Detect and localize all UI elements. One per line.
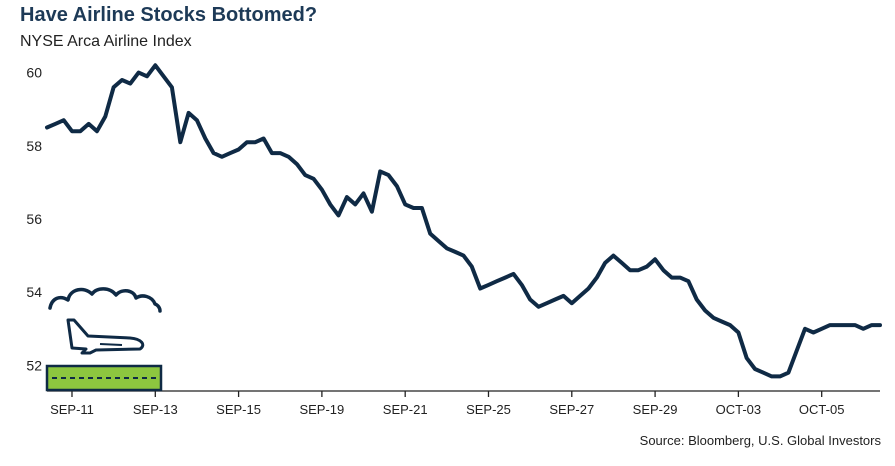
airplane-icon bbox=[66, 318, 145, 355]
x-tick-label: SEP-15 bbox=[216, 402, 261, 417]
y-tick-label: 58 bbox=[26, 138, 42, 154]
x-tick-label: SEP-19 bbox=[299, 402, 344, 417]
x-tick-label: OCT-03 bbox=[716, 402, 762, 417]
x-tick-label: SEP-11 bbox=[50, 402, 94, 417]
x-tick-label: SEP-25 bbox=[466, 402, 511, 417]
series-line bbox=[45, 63, 882, 379]
y-tick-label: 60 bbox=[26, 65, 42, 81]
x-tick-label: OCT-05 bbox=[799, 402, 845, 417]
y-tick-label: 56 bbox=[26, 211, 42, 227]
cloud-icon bbox=[48, 287, 162, 313]
x-axis: SEP-11 SEP-13 SEP-15 SEP-19 SEP-21 SEP-25 SEP-… bbox=[50, 391, 844, 417]
chart-subtitle: NYSE Arca Airline Index bbox=[20, 33, 192, 50]
y-axis: 52 54 56 58 60 bbox=[26, 65, 42, 374]
y-tick-label: 54 bbox=[26, 284, 42, 300]
x-tick-label: SEP-29 bbox=[633, 402, 678, 417]
x-tick-label: SEP-27 bbox=[549, 402, 594, 417]
chart-title: Have Airline Stocks Bottomed? bbox=[20, 4, 318, 26]
source-note: Source: Bloomberg, U.S. Global Investors bbox=[639, 433, 881, 448]
x-tick-label: SEP-21 bbox=[383, 402, 428, 417]
y-tick-label: 52 bbox=[26, 357, 42, 373]
x-tick-label: SEP-13 bbox=[133, 402, 178, 417]
runway-icon bbox=[45, 364, 163, 392]
